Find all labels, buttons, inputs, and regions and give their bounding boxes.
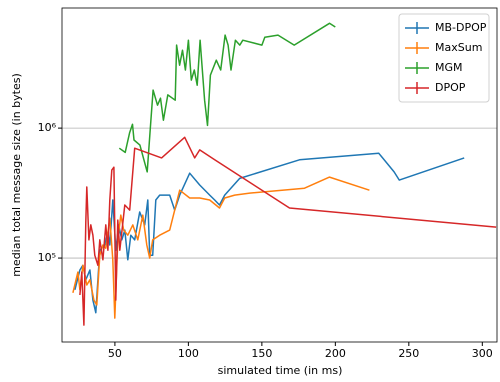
legend-label: DPOP [435, 81, 466, 94]
legend-label: MaxSum [435, 41, 482, 54]
x-axis-label: simulated time (in ms) [218, 364, 343, 377]
x-tick-label: 50 [108, 347, 122, 360]
x-tick-label: 250 [398, 347, 419, 360]
series-line [74, 152, 465, 314]
x-tick-label: 100 [178, 347, 199, 360]
x-tick-label: 200 [325, 347, 346, 360]
plot-frame [61, 7, 498, 343]
legend-box [398, 13, 490, 103]
x-tick-label: 150 [251, 347, 272, 360]
y-axis-label: median total message size (in bytes) [10, 73, 23, 277]
y-tick-label: 10⁵ [38, 251, 56, 264]
legend-label: MGM [435, 61, 463, 74]
legend-label: MB-DPOP [435, 21, 487, 34]
series-line [72, 176, 370, 319]
series-line [118, 22, 336, 173]
series-line [79, 136, 497, 326]
y-tick-label: 10⁶ [38, 121, 57, 134]
x-tick-label: 300 [472, 347, 493, 360]
